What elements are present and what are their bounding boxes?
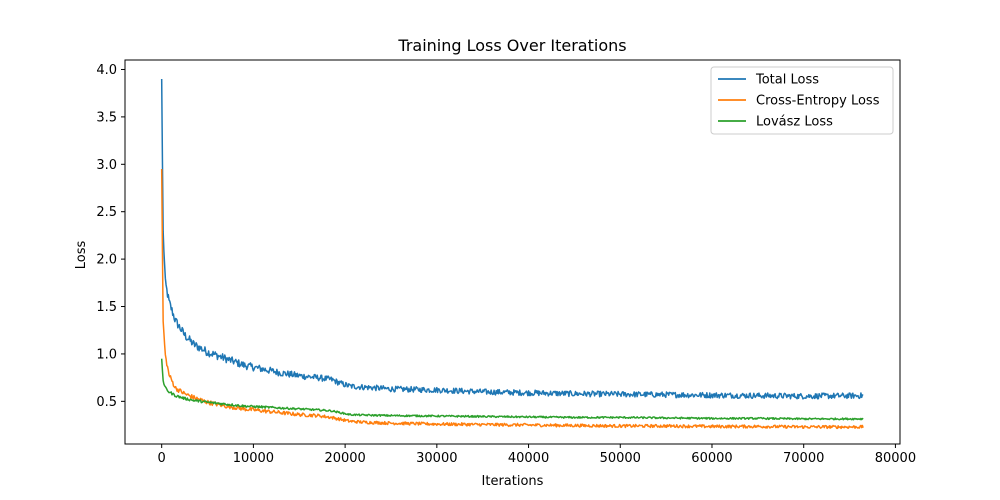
legend-box: [710, 66, 894, 135]
y-axis-label: Loss: [74, 241, 89, 270]
y-tick-label: 0.5: [96, 395, 117, 410]
legend: Total Loss Cross-Entropy Loss Lovász Loss: [710, 66, 894, 135]
y-tick-label: 1.5: [96, 300, 117, 315]
x-tick-label: 70000: [783, 451, 824, 466]
chart-title: Training Loss Over Iterations: [397, 36, 626, 55]
y-tick-label: 2.0: [96, 253, 117, 268]
x-tick-label: 10000: [233, 451, 274, 466]
series-group: [160, 78, 864, 430]
series-line-1: [160, 78, 864, 400]
legend-label: Total Loss: [755, 73, 819, 88]
x-tick-label: 60000: [691, 451, 732, 466]
y-tick-label: 3.0: [96, 158, 117, 173]
series-line-3: [160, 358, 864, 421]
x-axis-label: Iterations: [482, 474, 544, 489]
y-tick-label: 2.5: [96, 205, 117, 220]
legend-label: Lovász Loss: [756, 115, 833, 130]
series-line-2: [160, 169, 864, 430]
x-tick-label: 0: [158, 451, 166, 466]
legend-label: Cross-Entropy Loss: [756, 94, 880, 109]
x-tick-label: 20000: [324, 451, 365, 466]
plot-frame: [124, 59, 901, 445]
y-tick-label: 1.0: [96, 347, 117, 362]
y-tick-label: 3.5: [96, 110, 117, 125]
y-axis: 0.5 1.0 1.5 2.0 2.5 3.0 3.5 4.0: [96, 63, 125, 410]
x-tick-label: 50000: [600, 451, 641, 466]
x-tick-label: 40000: [508, 451, 549, 466]
x-axis: 0 10000 20000 30000 40000 50000 60000 70000 8000…: [158, 444, 916, 466]
x-tick-label: 80000: [875, 451, 916, 466]
x-tick-label: 30000: [416, 451, 457, 466]
y-tick-label: 4.0: [96, 63, 117, 78]
